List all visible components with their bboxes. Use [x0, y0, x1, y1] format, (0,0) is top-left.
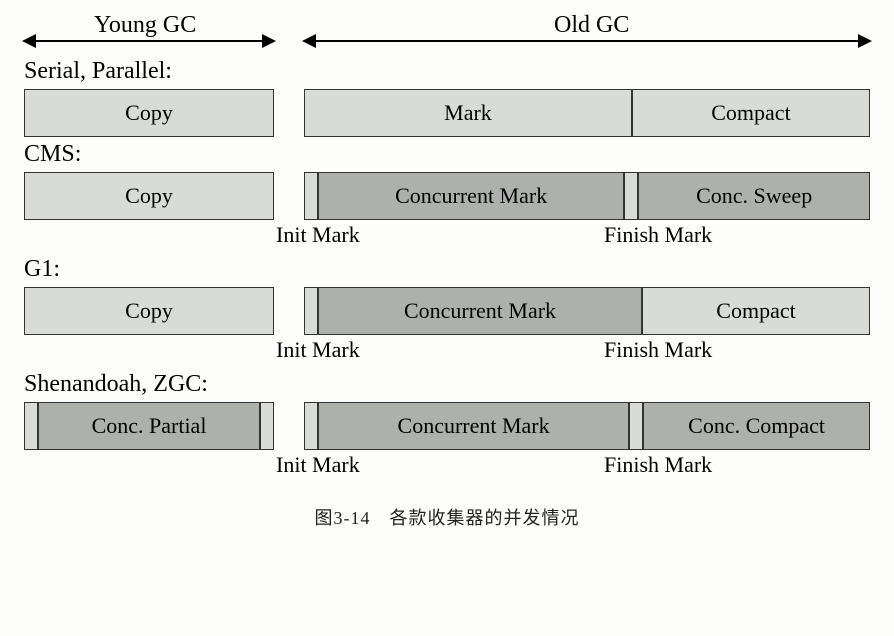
- collector-title: Serial, Parallel:: [24, 58, 870, 85]
- phase-label: Mark: [444, 100, 492, 126]
- phase-box: Conc. Compact: [643, 402, 870, 450]
- annotation-row: Init Mark Finish Mark: [24, 452, 870, 482]
- phase-row: Conc. Partial Concurrent Mark Conc. Compac…: [24, 402, 870, 450]
- phase-box: Concurrent Mark: [318, 287, 642, 335]
- old-gc-header: Old GC: [554, 12, 629, 39]
- young-column: Copy: [24, 89, 274, 137]
- collector-section: CMS: Copy Concurrent Mark Conc. Sweep Init M…: [24, 141, 870, 252]
- annotation-old: Init MarkFinish Mark: [304, 452, 870, 482]
- init-mark-label: Init Mark: [276, 452, 360, 478]
- phase-box: Compact: [632, 89, 870, 137]
- old-column: Concurrent Mark Compact: [304, 287, 870, 335]
- phase-label: Copy: [125, 298, 173, 324]
- phase-box: Concurrent Mark: [318, 402, 629, 450]
- phase-label: Conc. Partial: [92, 413, 207, 439]
- phase-box: Copy: [24, 89, 274, 137]
- finish-mark-label: Finish Mark: [604, 337, 712, 363]
- collector-section: Serial, Parallel: Copy Mark Compact: [24, 58, 870, 137]
- phase-label: Conc. Sweep: [696, 183, 812, 209]
- phase-label: Concurrent Mark: [404, 298, 556, 324]
- phase-box: Compact: [642, 287, 870, 335]
- figure-caption: 图3-14 各款收集器的并发情况: [24, 504, 870, 530]
- collector-title: Shenandoah, ZGC:: [24, 371, 870, 398]
- phase-label: Concurrent Mark: [395, 183, 547, 209]
- finish-mark-label: Finish Mark: [604, 452, 712, 478]
- phase-sliver: [24, 402, 38, 450]
- phase-label: Compact: [716, 298, 795, 324]
- phase-sliver: [624, 172, 638, 220]
- phase-label: Compact: [711, 100, 790, 126]
- collector-title: G1:: [24, 256, 870, 283]
- phase-row: Copy Mark Compact: [24, 89, 870, 137]
- old-column: Concurrent Mark Conc. Compact: [304, 402, 870, 450]
- phase-box: Copy: [24, 172, 274, 220]
- phase-sliver: [260, 402, 274, 450]
- phase-box: Concurrent Mark: [318, 172, 624, 220]
- phase-label: Conc. Compact: [688, 413, 825, 439]
- init-mark-label: Init Mark: [276, 222, 360, 248]
- young-gc-arrow: [24, 40, 274, 42]
- header-row: Young GC Old GC: [24, 12, 870, 48]
- phase-box: Copy: [24, 287, 274, 335]
- phase-sliver: [304, 402, 318, 450]
- collector-section: Shenandoah, ZGC: Conc. Partial Concurrent …: [24, 371, 870, 482]
- annotation-row: Init Mark Finish Mark: [24, 222, 870, 252]
- collector-section: G1:CopyConcurrent MarkCompactInit MarkFi…: [24, 256, 870, 367]
- old-gc-arrow: [304, 40, 870, 42]
- young-column: Conc. Partial: [24, 402, 274, 450]
- annotation-row: Init Mark Finish Mark: [24, 337, 870, 367]
- phase-box: Mark: [304, 89, 632, 137]
- phase-sliver: [304, 287, 318, 335]
- phase-label: Copy: [125, 100, 173, 126]
- phase-row: Copy Concurrent Mark Conc. Sweep: [24, 172, 870, 220]
- phase-box: Conc. Sweep: [638, 172, 870, 220]
- phase-box: Conc. Partial: [38, 402, 260, 450]
- phase-row: Copy Concurrent Mark Compact: [24, 287, 870, 335]
- young-column: Copy: [24, 172, 274, 220]
- phase-label: Concurrent Mark: [398, 413, 550, 439]
- collector-title: CMS:: [24, 141, 870, 168]
- annotation-old: Init MarkFinish Mark: [304, 222, 870, 252]
- young-column: Copy: [24, 287, 274, 335]
- annotation-old: Init MarkFinish Mark: [304, 337, 870, 367]
- old-column: Mark Compact: [304, 89, 870, 137]
- old-column: Concurrent Mark Conc. Sweep: [304, 172, 870, 220]
- phase-sliver: [629, 402, 643, 450]
- finish-mark-label: Finish Mark: [604, 222, 712, 248]
- young-gc-header: Young GC: [94, 12, 196, 39]
- phase-label: Copy: [125, 183, 173, 209]
- init-mark-label: Init Mark: [276, 337, 360, 363]
- phase-sliver: [304, 172, 318, 220]
